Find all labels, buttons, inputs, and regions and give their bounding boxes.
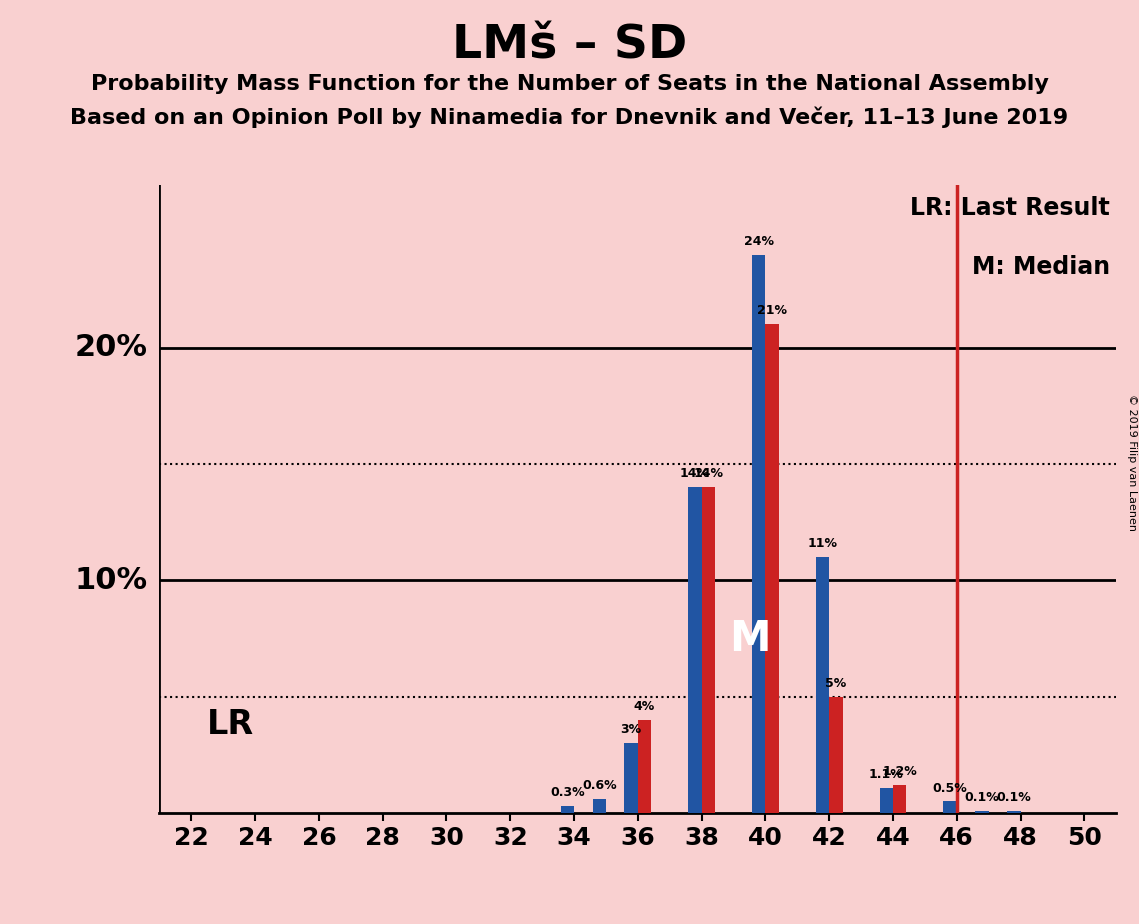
Text: 21%: 21% (757, 304, 787, 318)
Text: 0.3%: 0.3% (550, 786, 584, 799)
Text: 10%: 10% (75, 565, 148, 595)
Bar (1007, 810, 1021, 813)
Text: Probability Mass Function for the Number of Seats in the National Assembly: Probability Mass Function for the Number… (91, 74, 1048, 94)
Text: 11%: 11% (808, 537, 837, 550)
Text: 5%: 5% (826, 676, 846, 690)
Bar (829, 697, 843, 813)
Text: LR: LR (207, 708, 254, 741)
Bar (765, 324, 779, 813)
Text: 0.6%: 0.6% (582, 779, 616, 792)
Bar (893, 785, 907, 813)
Bar (638, 720, 652, 813)
Text: 14%: 14% (694, 468, 723, 480)
Text: Based on an Opinion Poll by Ninamedia for Dnevnik and Večer, 11–13 June 2019: Based on an Opinion Poll by Ninamedia fo… (71, 106, 1068, 128)
Bar (592, 799, 606, 813)
Text: 0.1%: 0.1% (965, 791, 999, 804)
Bar (752, 255, 765, 813)
Bar (702, 487, 715, 813)
Bar (560, 806, 574, 813)
Text: 1.1%: 1.1% (869, 768, 903, 781)
Text: 3%: 3% (621, 723, 641, 736)
Bar (816, 557, 829, 813)
Bar (879, 787, 893, 813)
Bar (624, 743, 638, 813)
Bar (688, 487, 702, 813)
Text: M: Median: M: Median (972, 255, 1109, 279)
Bar (943, 801, 957, 813)
Text: © 2019 Filip van Laenen: © 2019 Filip van Laenen (1126, 394, 1137, 530)
Text: M: M (729, 617, 770, 660)
Text: 14%: 14% (680, 468, 710, 480)
Text: 1.2%: 1.2% (883, 765, 917, 778)
Text: LR: Last Result: LR: Last Result (910, 197, 1109, 221)
Text: 0.5%: 0.5% (933, 782, 967, 795)
Text: 24%: 24% (744, 235, 773, 248)
Text: LMš – SD: LMš – SD (452, 23, 687, 68)
Text: 0.1%: 0.1% (997, 791, 1031, 804)
Bar (975, 810, 989, 813)
Text: 20%: 20% (75, 334, 148, 362)
Text: 4%: 4% (634, 700, 655, 713)
